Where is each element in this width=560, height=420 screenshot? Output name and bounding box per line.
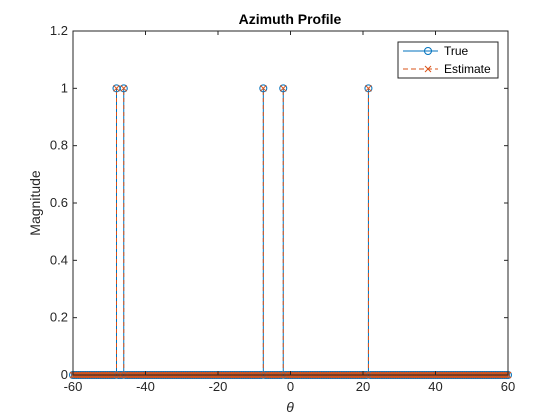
x-tick-label: -40 bbox=[136, 379, 155, 394]
true-marker bbox=[279, 84, 288, 93]
estimate-marker bbox=[279, 84, 287, 92]
y-axis-ticks: 0 0.2 0.4 0.6 0.8 1 1.2 bbox=[50, 23, 508, 382]
legend-true-label: True bbox=[444, 44, 469, 58]
y-tick-label: 0.4 bbox=[50, 252, 68, 267]
x-tick-label: 60 bbox=[501, 379, 515, 394]
true-marker bbox=[364, 84, 373, 93]
legend-true-marker bbox=[424, 47, 432, 55]
x-tick-label: 0 bbox=[287, 379, 294, 394]
plot-area bbox=[73, 31, 508, 375]
x-tick-label: -60 bbox=[64, 379, 83, 394]
estimate-marker bbox=[365, 84, 372, 92]
y-axis-label: Magnitude bbox=[27, 170, 43, 236]
chart-title: Azimuth Profile bbox=[239, 11, 342, 27]
legend-box bbox=[397, 41, 499, 79]
stem-layer bbox=[116, 88, 369, 375]
x-tick-label: -20 bbox=[209, 379, 228, 394]
x-tick-label: 40 bbox=[428, 379, 442, 394]
x-axis-ticks: -60 -40 -20 0 20 40 60 bbox=[64, 31, 515, 394]
x-axis-label: θ bbox=[286, 399, 294, 415]
y-tick-label: 0.6 bbox=[50, 195, 68, 210]
legend-estimate-label: Estimate bbox=[444, 62, 491, 76]
true-marker bbox=[119, 84, 128, 93]
legend-estimate-marker bbox=[424, 65, 432, 73]
estimate-marker bbox=[113, 84, 120, 92]
y-tick-label: 0.2 bbox=[50, 310, 68, 325]
y-tick-label: 1 bbox=[61, 80, 68, 95]
y-tick-label: 0.8 bbox=[50, 138, 68, 153]
y-tick-label: 0 bbox=[61, 367, 68, 382]
x-tick-label: 20 bbox=[356, 379, 370, 394]
estimate-marker bbox=[259, 84, 267, 92]
y-tick-label: 1.2 bbox=[50, 23, 68, 38]
true-marker bbox=[259, 84, 268, 93]
estimate-marker bbox=[120, 84, 128, 92]
legend: True Estimate bbox=[397, 41, 499, 79]
